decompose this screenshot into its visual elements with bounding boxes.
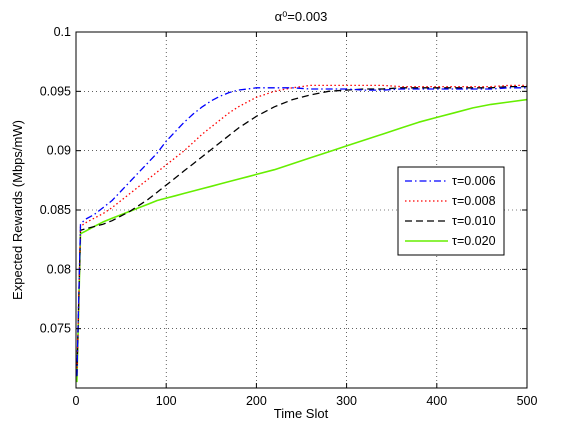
legend-label-2: τ=0.008 [452, 194, 496, 208]
y-tick-label: 0.095 [40, 84, 71, 98]
x-tick-label: 400 [426, 394, 447, 408]
x-tick-label: 200 [246, 394, 267, 408]
x-tick-label: 0 [73, 394, 80, 408]
series-layer [76, 84, 528, 383]
series-line-3 [76, 85, 527, 377]
y-tick-label: 0.08 [47, 262, 71, 276]
legend: τ=0.006 τ=0.008 τ=0.010 τ=0.020 [397, 166, 505, 256]
x-tick-label: 300 [336, 394, 357, 408]
legend-label-4: τ=0.020 [452, 234, 496, 248]
y-tick-label: 0.1 [54, 25, 71, 39]
x-tick-label: 500 [517, 394, 538, 408]
series-line-4 [76, 98, 528, 383]
legend-label-3: τ=0.010 [452, 214, 496, 228]
y-tick-label: 0.09 [47, 144, 71, 158]
x-axis-label: Time Slot [274, 406, 329, 421]
y-tick-label: 0.075 [40, 322, 71, 336]
legend-label-1: τ=0.006 [452, 174, 496, 188]
y-axis-label: Expected Rewards (Mbps/mW) [10, 120, 25, 300]
chart-title: α⁰=0.003 [275, 9, 328, 24]
y-tick-label: 0.085 [40, 203, 71, 217]
series-line-2 [76, 84, 527, 377]
ticks: 0 100 200 300 400 500 0.075 0.08 0.085 0.09 0.095 0… [40, 25, 538, 408]
x-tick-label: 100 [156, 394, 177, 408]
series-line-1 [76, 87, 527, 377]
